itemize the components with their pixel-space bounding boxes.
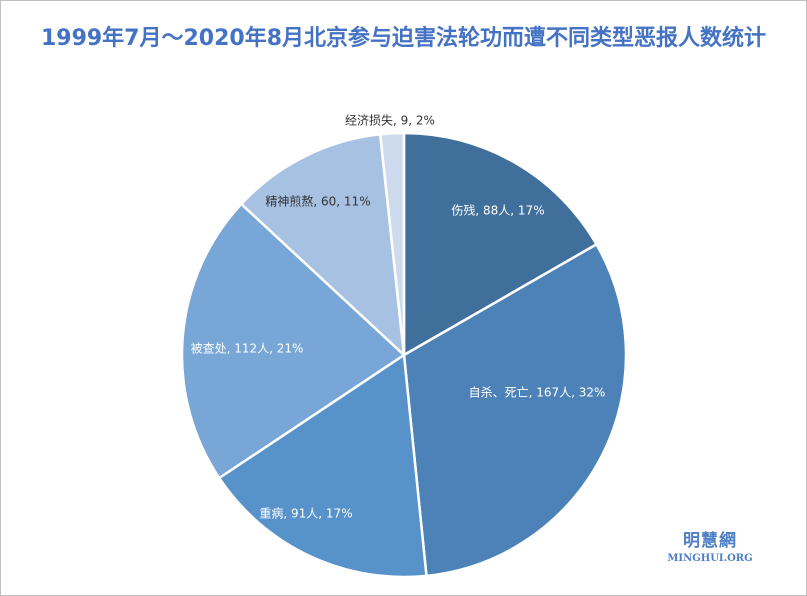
watermark-en: MINGHUI.ORG bbox=[667, 553, 753, 564]
pie-slice-4 bbox=[240, 133, 406, 357]
pie-label-4: 精神煎熬, 60, 11% bbox=[265, 194, 370, 209]
pie-label-0: 伤残, 88人, 17% bbox=[451, 204, 544, 218]
pie-slice-2 bbox=[217, 353, 428, 579]
pie-label-1: 自杀、死亡, 167人, 32% bbox=[469, 385, 606, 400]
watermark-cn: 明慧網 bbox=[683, 531, 737, 551]
minghui-watermark: 明慧網 MINGHUI.ORG bbox=[660, 526, 760, 564]
pie-slice-5 bbox=[378, 131, 406, 357]
pie-slice-0 bbox=[402, 131, 598, 357]
chart-title: 1999年7月～2020年8月北京参与迫害法轮功而遭不同类型恶报人数统计 bbox=[40, 26, 767, 51]
pie-slice-1 bbox=[402, 243, 628, 578]
pie-slice-3 bbox=[180, 202, 406, 480]
pie-label-2: 重病, 91人, 17% bbox=[259, 506, 352, 521]
pie-label-3: 被查处, 112人, 21% bbox=[191, 342, 304, 356]
pie-label-5: 经济损失, 9, 2% bbox=[345, 113, 435, 128]
